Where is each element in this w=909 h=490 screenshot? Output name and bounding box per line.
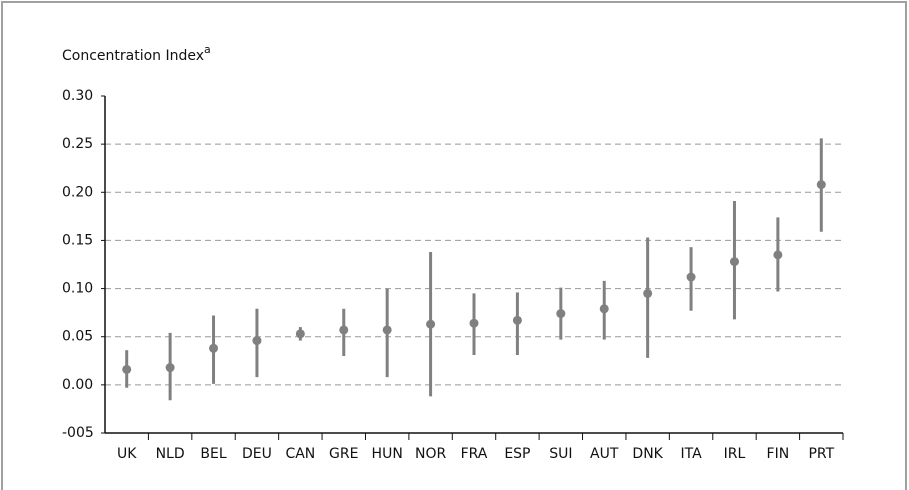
x-tick-label: CAN <box>285 446 315 462</box>
x-tick-label: HUN <box>372 446 403 462</box>
point <box>295 329 305 339</box>
x-tick-label: SUI <box>549 446 572 462</box>
x-tick-label: BEL <box>200 446 226 462</box>
point <box>773 250 783 260</box>
y-tick-label: 0.05 <box>62 329 93 345</box>
point <box>512 315 522 325</box>
x-tick-label: FRA <box>461 446 488 462</box>
point <box>122 364 132 374</box>
x-tick-label: GRE <box>329 446 358 462</box>
x-tick-label: FIN <box>767 446 790 462</box>
y-label: Concentration Index <box>62 48 204 64</box>
y-tick-label: 0.30 <box>62 88 93 104</box>
x-tick-label: ESP <box>504 446 530 462</box>
x-tick-label: ITA <box>680 446 702 462</box>
y-tick-label: 0.20 <box>62 184 93 200</box>
point <box>469 318 479 328</box>
point <box>252 336 262 346</box>
point <box>556 309 566 319</box>
y-tick-label: 0.15 <box>62 232 93 248</box>
point <box>816 180 826 190</box>
point <box>165 363 175 373</box>
x-tick-label: AUT <box>590 446 619 462</box>
point <box>599 304 609 314</box>
point <box>382 325 392 335</box>
point <box>426 319 436 329</box>
point <box>729 257 739 267</box>
x-tick-label: PRT <box>808 446 834 462</box>
y-tick-label: 0.25 <box>62 136 93 152</box>
y-axis-title: Concentration Indexa <box>62 43 211 64</box>
y-label-note: a <box>204 43 211 56</box>
x-tick-label: NLD <box>156 446 185 462</box>
point <box>643 288 653 298</box>
point <box>209 343 219 353</box>
x-tick-label: IRL <box>724 446 746 462</box>
x-tick-label: DNK <box>632 446 663 462</box>
point <box>339 325 349 335</box>
x-tick-label: NOR <box>415 446 446 462</box>
x-tick-label: UK <box>117 446 137 462</box>
y-tick-label: 0.00 <box>62 377 93 393</box>
y-tick-label: 0.10 <box>62 281 93 297</box>
point <box>686 272 696 282</box>
y-tick-label: -005 <box>62 425 94 441</box>
x-tick-label: DEU <box>242 446 272 462</box>
